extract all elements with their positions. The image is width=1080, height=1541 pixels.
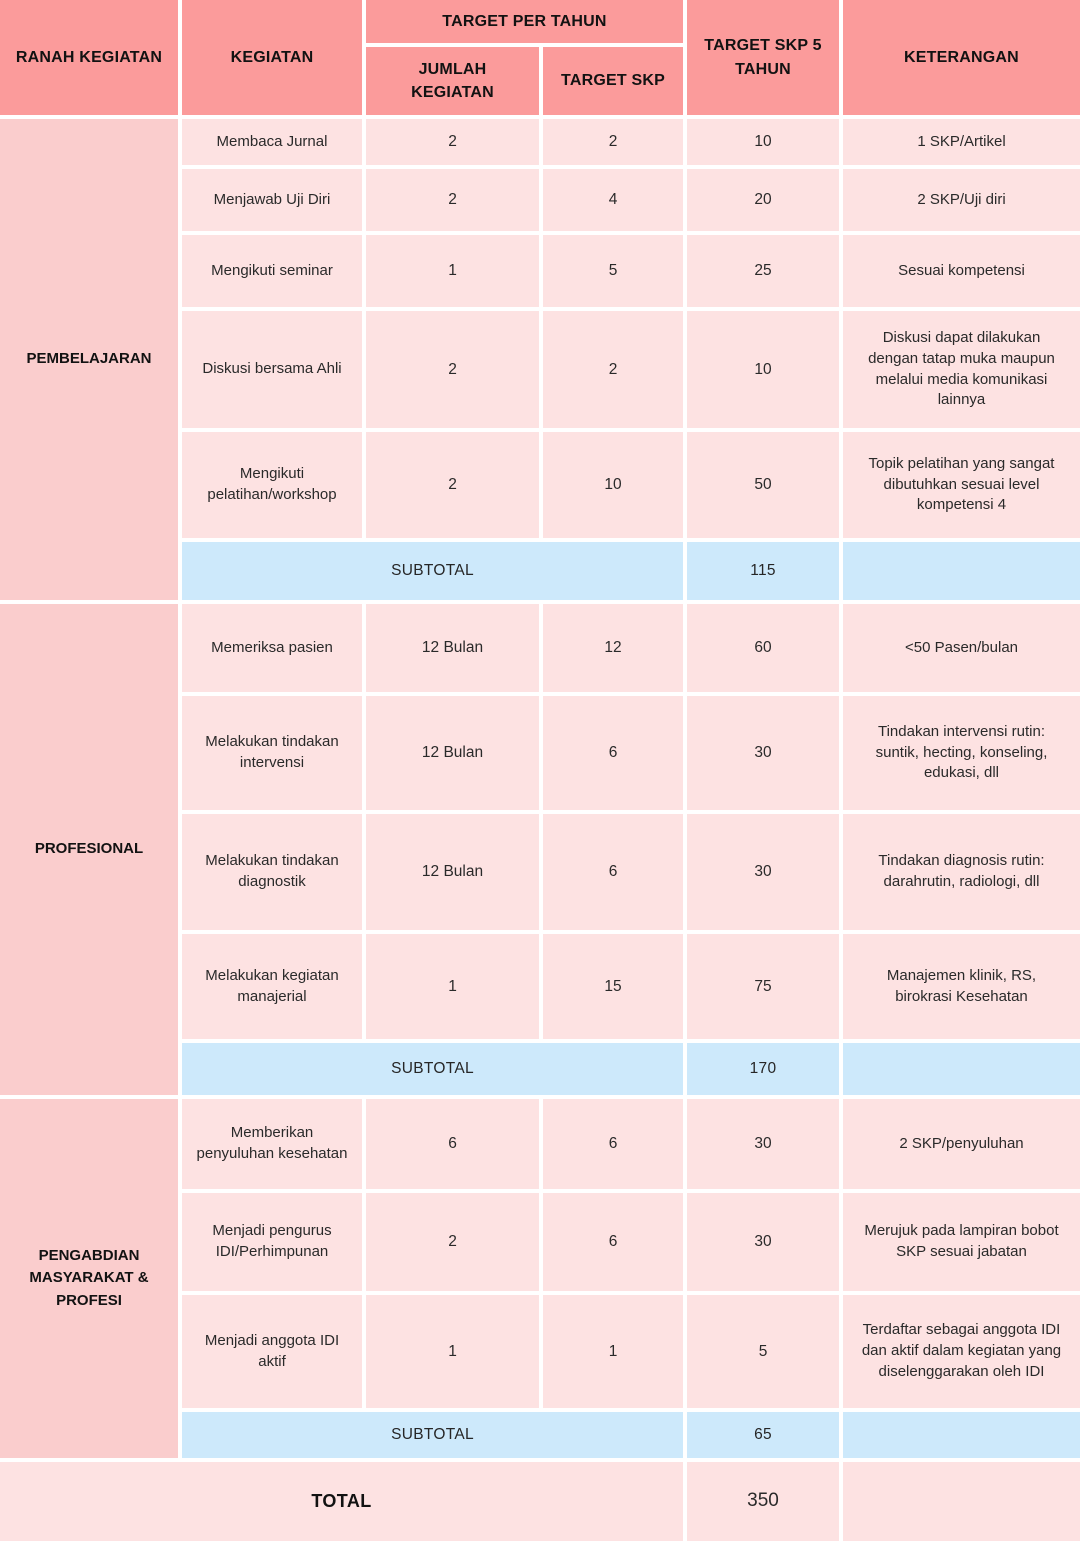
target-skp-value: 5 [543, 235, 683, 307]
target-skp-value: 10 [543, 432, 683, 538]
section-label-pembelajaran: PEMBELAJARAN [0, 119, 178, 600]
subtotal-spacer [843, 1412, 1080, 1458]
jumlah-kegiatan-value: 2 [366, 119, 539, 165]
keterangan-text: Tindakan intervensi rutin: suntik, hecti… [843, 696, 1080, 810]
header-kegiatan: KEGIATAN [182, 0, 362, 115]
jumlah-kegiatan-value: 1 [366, 1295, 539, 1408]
subtotal-value: 65 [687, 1412, 839, 1458]
subtotal-value: 170 [687, 1043, 839, 1095]
header-target-per-tahun: TARGET PER TAHUN [366, 0, 683, 43]
target-skp-5-value: 30 [687, 696, 839, 810]
target-skp-5-value: 50 [687, 432, 839, 538]
section-label-pengabdian: PENGABDIAN MASYARAKAT & PROFESI [0, 1099, 178, 1458]
subtotal-label: SUBTOTAL [182, 1043, 683, 1095]
keterangan-text: Merujuk pada lampiran bobot SKP sesuai j… [843, 1193, 1080, 1291]
jumlah-kegiatan-value: 2 [366, 311, 539, 428]
target-skp-5-value: 25 [687, 235, 839, 307]
activity-name: Melakukan kegiatan manajerial [182, 934, 362, 1039]
target-skp-value: 15 [543, 934, 683, 1039]
keterangan-text: Tindakan diagnosis rutin: darahrutin, ra… [843, 814, 1080, 930]
keterangan-text: Diskusi dapat dilakukan dengan tatap muk… [843, 311, 1080, 428]
target-skp-value: 2 [543, 311, 683, 428]
keterangan-text: Topik pelatihan yang sangat dibutuhkan s… [843, 432, 1080, 538]
target-skp-5-value: 20 [687, 169, 839, 231]
keterangan-text: 1 SKP/Artikel [843, 119, 1080, 165]
header-jumlah-kegiatan: JUMLAH KEGIATAN [366, 47, 539, 115]
total-spacer [843, 1462, 1080, 1541]
target-skp-value: 4 [543, 169, 683, 231]
activity-name: Mengikuti pelatihan/workshop [182, 432, 362, 538]
subtotal-label: SUBTOTAL [182, 1412, 683, 1458]
target-skp-value: 6 [543, 1193, 683, 1291]
activity-name: Membaca Jurnal [182, 119, 362, 165]
subtotal-spacer [843, 542, 1080, 600]
activity-name: Menjawab Uji Diri [182, 169, 362, 231]
activity-name: Melakukan tindakan diagnostik [182, 814, 362, 930]
target-skp-5-value: 10 [687, 311, 839, 428]
jumlah-kegiatan-value: 12 Bulan [366, 814, 539, 930]
activity-name: Menjadi anggota IDI aktif [182, 1295, 362, 1408]
section-label-profesional: PROFESIONAL [0, 604, 178, 1095]
activity-name: Memberikan penyuluhan kesehatan [182, 1099, 362, 1189]
target-skp-5-value: 30 [687, 1099, 839, 1189]
target-skp-value: 1 [543, 1295, 683, 1408]
target-skp-5-value: 75 [687, 934, 839, 1039]
activity-name: Mengikuti seminar [182, 235, 362, 307]
keterangan-text: 2 SKP/penyuluhan [843, 1099, 1080, 1189]
header-target-skp: TARGET SKP [543, 47, 683, 115]
target-skp-5-value: 30 [687, 814, 839, 930]
jumlah-kegiatan-value: 1 [366, 235, 539, 307]
subtotal-value: 115 [687, 542, 839, 600]
keterangan-text: Sesuai kompetensi [843, 235, 1080, 307]
target-skp-value: 6 [543, 1099, 683, 1189]
jumlah-kegiatan-value: 2 [366, 432, 539, 538]
target-skp-5-value: 60 [687, 604, 839, 692]
jumlah-kegiatan-value: 1 [366, 934, 539, 1039]
activity-name: Melakukan tindakan intervensi [182, 696, 362, 810]
total-value: 350 [687, 1462, 839, 1541]
activity-name: Diskusi bersama Ahli [182, 311, 362, 428]
subtotal-label: SUBTOTAL [182, 542, 683, 600]
target-skp-value: 6 [543, 814, 683, 930]
jumlah-kegiatan-value: 12 Bulan [366, 604, 539, 692]
activity-name: Memeriksa pasien [182, 604, 362, 692]
target-skp-value: 12 [543, 604, 683, 692]
target-skp-value: 2 [543, 119, 683, 165]
header-ranah-kegiatan: RANAH KEGIATAN [0, 0, 178, 115]
keterangan-text: Terdaftar sebagai anggota IDI dan aktif … [843, 1295, 1080, 1408]
header-target-skp-5-tahun: TARGET SKP 5 TAHUN [687, 0, 839, 115]
jumlah-kegiatan-value: 2 [366, 1193, 539, 1291]
target-skp-5-value: 30 [687, 1193, 839, 1291]
target-skp-5-value: 5 [687, 1295, 839, 1408]
jumlah-kegiatan-value: 6 [366, 1099, 539, 1189]
keterangan-text: Manajemen klinik, RS, birokrasi Kesehata… [843, 934, 1080, 1039]
header-keterangan: KETERANGAN [843, 0, 1080, 115]
target-skp-5-value: 10 [687, 119, 839, 165]
activity-name: Menjadi pengurus IDI/Perhimpunan [182, 1193, 362, 1291]
target-skp-value: 6 [543, 696, 683, 810]
total-label: TOTAL [0, 1462, 683, 1541]
keterangan-text: <50 Pasen/bulan [843, 604, 1080, 692]
subtotal-spacer [843, 1043, 1080, 1095]
jumlah-kegiatan-value: 12 Bulan [366, 696, 539, 810]
jumlah-kegiatan-value: 2 [366, 169, 539, 231]
keterangan-text: 2 SKP/Uji diri [843, 169, 1080, 231]
